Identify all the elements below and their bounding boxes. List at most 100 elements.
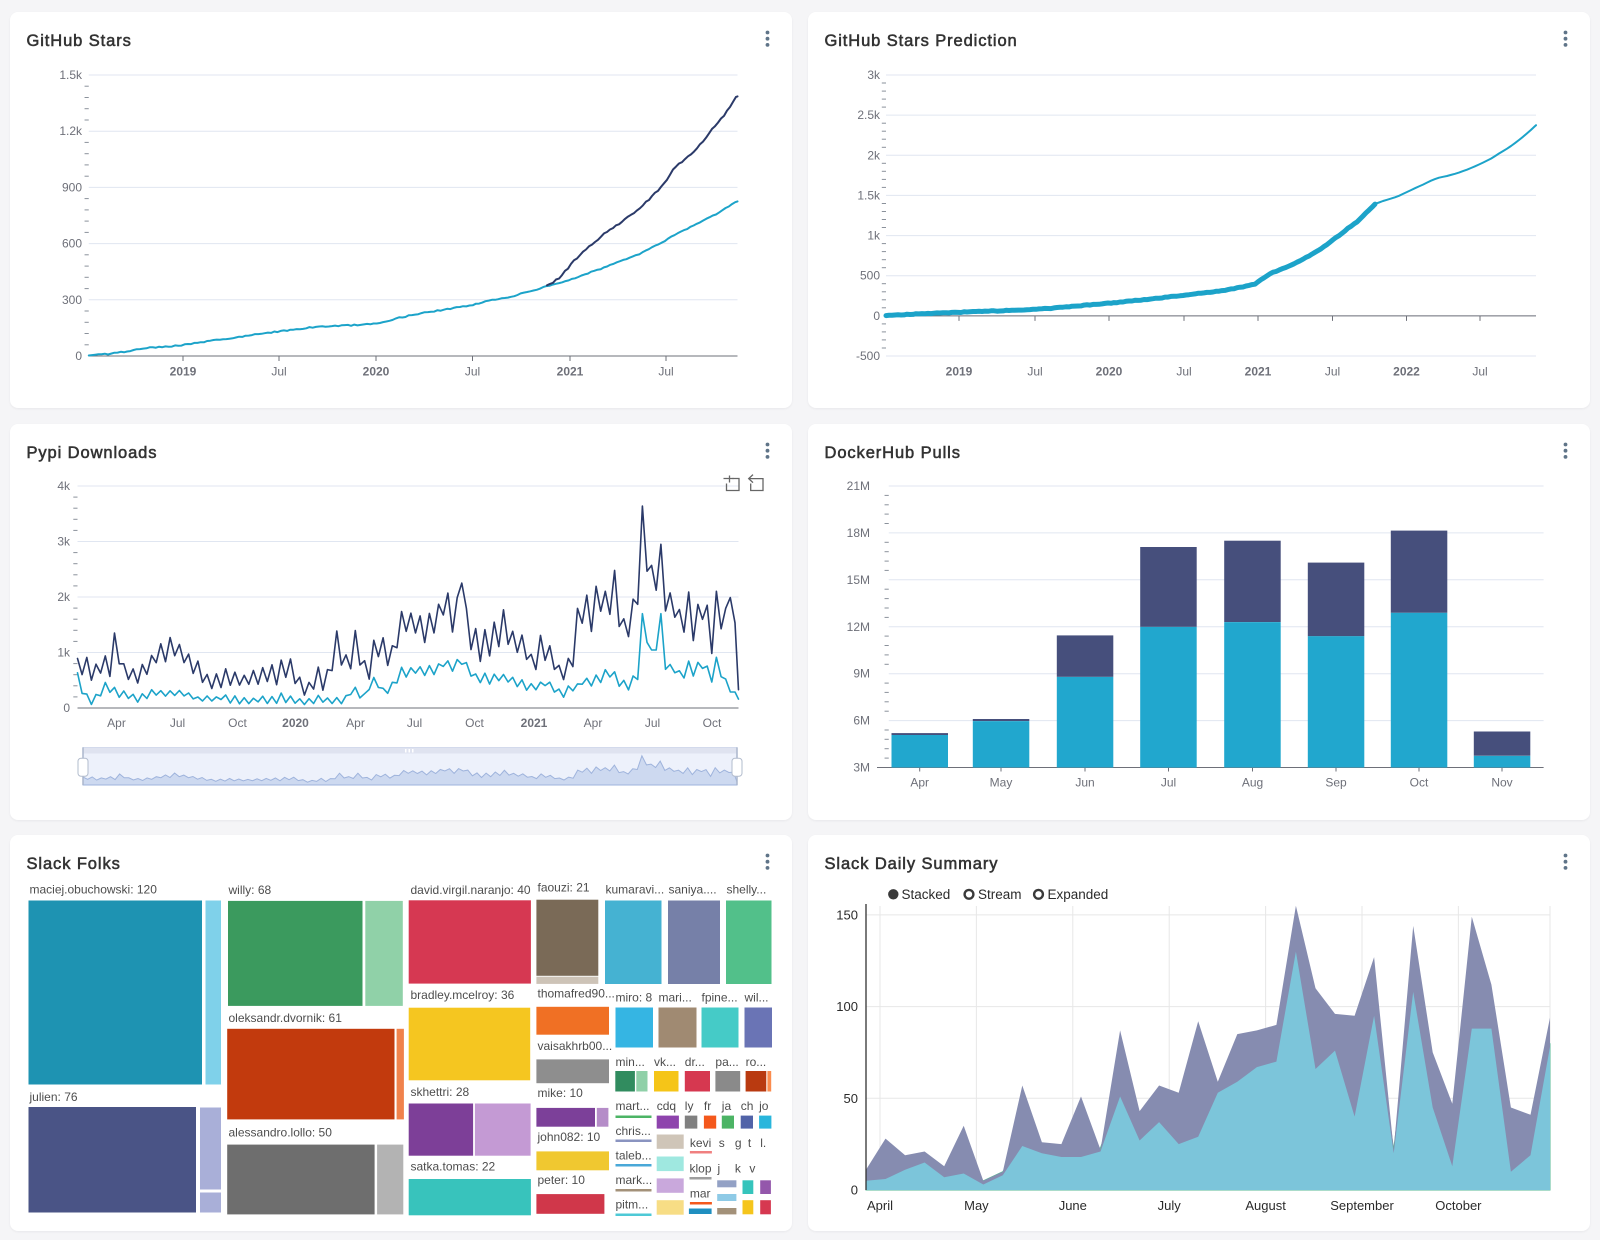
svg-text:s: s (719, 1136, 725, 1150)
svg-text:miro: 8: miro: 8 (616, 991, 653, 1005)
svg-text:100: 100 (836, 999, 858, 1014)
svg-text:0: 0 (63, 701, 70, 715)
svg-text:v: v (749, 1162, 755, 1176)
svg-text:pa...: pa... (715, 1055, 738, 1069)
svg-text:saniya....: saniya.... (669, 883, 717, 897)
svg-text:oleksandr.dvornik: 61: oleksandr.dvornik: 61 (229, 1011, 343, 1025)
svg-text:GitHub Stars Prediction: GitHub Stars Prediction (825, 32, 1018, 50)
svg-text:Sep: Sep (1325, 776, 1347, 790)
svg-text:Jul: Jul (1161, 776, 1176, 790)
svg-text:-500: -500 (856, 349, 880, 363)
svg-text:Nov: Nov (1491, 776, 1512, 790)
svg-text:pitm...: pitm... (616, 1198, 649, 1212)
svg-text:kumaravi...: kumaravi... (606, 883, 665, 897)
svg-text:15M: 15M (847, 573, 870, 587)
svg-text:ch: ch (741, 1099, 754, 1113)
svg-text:6M: 6M (853, 714, 870, 728)
svg-text:faouzi: 21: faouzi: 21 (538, 881, 590, 895)
svg-text:willy: 68: willy: 68 (228, 883, 272, 897)
svg-text:Apr: Apr (107, 716, 126, 730)
svg-text:fr: fr (704, 1099, 711, 1113)
svg-text:2021: 2021 (1245, 365, 1272, 379)
svg-text:2k: 2k (57, 590, 71, 604)
svg-text:vaisakhrb00...: vaisakhrb00... (538, 1039, 613, 1053)
svg-text:david.virgil.naranjo: 40: david.virgil.naranjo: 40 (411, 883, 531, 897)
svg-text:DockerHub Pulls: DockerHub Pulls (825, 444, 961, 462)
svg-text:Stream: Stream (978, 887, 1022, 902)
svg-text:21M: 21M (847, 479, 870, 493)
svg-text:Jul: Jul (407, 716, 422, 730)
svg-text:satka.tomas: 22: satka.tomas: 22 (411, 1159, 496, 1173)
svg-text:2019: 2019 (946, 365, 973, 379)
svg-text:1.5k: 1.5k (857, 188, 881, 202)
svg-text:ja: ja (721, 1099, 732, 1113)
svg-text:2021: 2021 (557, 365, 584, 379)
svg-text:September: September (1330, 1198, 1394, 1213)
svg-text:June: June (1059, 1198, 1087, 1213)
svg-text:g: g (735, 1136, 742, 1150)
svg-text:3k: 3k (57, 535, 71, 549)
svg-text:May: May (964, 1198, 989, 1213)
svg-text:2019: 2019 (170, 365, 197, 379)
svg-text:50: 50 (844, 1091, 858, 1106)
svg-text:900: 900 (62, 180, 82, 194)
svg-text:Oct: Oct (228, 716, 247, 730)
svg-text:2020: 2020 (282, 716, 309, 730)
svg-text:1k: 1k (867, 229, 881, 243)
svg-text:Jun: Jun (1075, 776, 1094, 790)
svg-text:4k: 4k (57, 479, 71, 493)
svg-text:2020: 2020 (363, 365, 390, 379)
svg-text:Oct: Oct (1410, 776, 1429, 790)
svg-text:t: t (748, 1136, 752, 1150)
svg-text:1.2k: 1.2k (59, 124, 83, 138)
svg-text:taleb...: taleb... (616, 1149, 652, 1163)
svg-text:9M: 9M (853, 667, 870, 681)
svg-text:April: April (867, 1198, 893, 1213)
svg-text:Expanded: Expanded (1048, 887, 1109, 902)
svg-text:min...: min... (616, 1055, 645, 1069)
svg-text:2.5k: 2.5k (857, 108, 881, 122)
svg-text:1k: 1k (57, 646, 71, 660)
svg-text:shelly...: shelly... (727, 883, 767, 897)
svg-text:j: j (717, 1162, 721, 1176)
svg-text:mar: mar (690, 1187, 711, 1201)
svg-text:2k: 2k (867, 148, 881, 162)
svg-text:vk...: vk... (654, 1055, 676, 1069)
svg-text:jo: jo (758, 1099, 769, 1113)
svg-text:wil...: wil... (744, 991, 769, 1005)
svg-text:0: 0 (851, 1183, 858, 1198)
svg-text:Apr: Apr (910, 776, 929, 790)
svg-text:Pypi Downloads: Pypi Downloads (27, 444, 158, 462)
svg-text:mike: 10: mike: 10 (538, 1086, 584, 1100)
svg-text:dr...: dr... (685, 1055, 705, 1069)
svg-text:GitHub Stars: GitHub Stars (27, 32, 132, 50)
svg-text:l.: l. (760, 1136, 766, 1150)
svg-text:maciej.obuchowski: 120: maciej.obuchowski: 120 (30, 883, 158, 897)
svg-text:Jul: Jul (658, 365, 673, 379)
svg-text:ly: ly (685, 1099, 694, 1113)
svg-text:ro...: ro... (746, 1055, 767, 1069)
svg-text:October: October (1435, 1198, 1482, 1213)
svg-text:Aug: Aug (1242, 776, 1263, 790)
svg-text:Apr: Apr (584, 716, 603, 730)
svg-text:Jul: Jul (1176, 365, 1191, 379)
svg-text:Jul: Jul (465, 365, 480, 379)
svg-text:Jul: Jul (1027, 365, 1042, 379)
svg-text:3k: 3k (867, 68, 881, 82)
svg-text:Slack Daily Summary: Slack Daily Summary (825, 855, 999, 873)
svg-text:k: k (735, 1162, 742, 1176)
svg-text:Slack Folks: Slack Folks (27, 855, 121, 873)
svg-text:1.5k: 1.5k (59, 68, 83, 82)
svg-text:john082: 10: john082: 10 (537, 1130, 601, 1144)
svg-text:150: 150 (836, 907, 858, 922)
svg-text:fpine...: fpine... (702, 991, 738, 1005)
svg-text:peter: 10: peter: 10 (538, 1173, 586, 1187)
svg-text:2022: 2022 (1393, 365, 1420, 379)
svg-text:Jul: Jul (1325, 365, 1340, 379)
svg-text:3M: 3M (853, 761, 870, 775)
svg-text:0: 0 (75, 349, 82, 363)
svg-text:18M: 18M (847, 526, 870, 540)
svg-text:0: 0 (873, 309, 880, 323)
svg-text:2021: 2021 (521, 716, 548, 730)
svg-text:Oct: Oct (465, 716, 484, 730)
